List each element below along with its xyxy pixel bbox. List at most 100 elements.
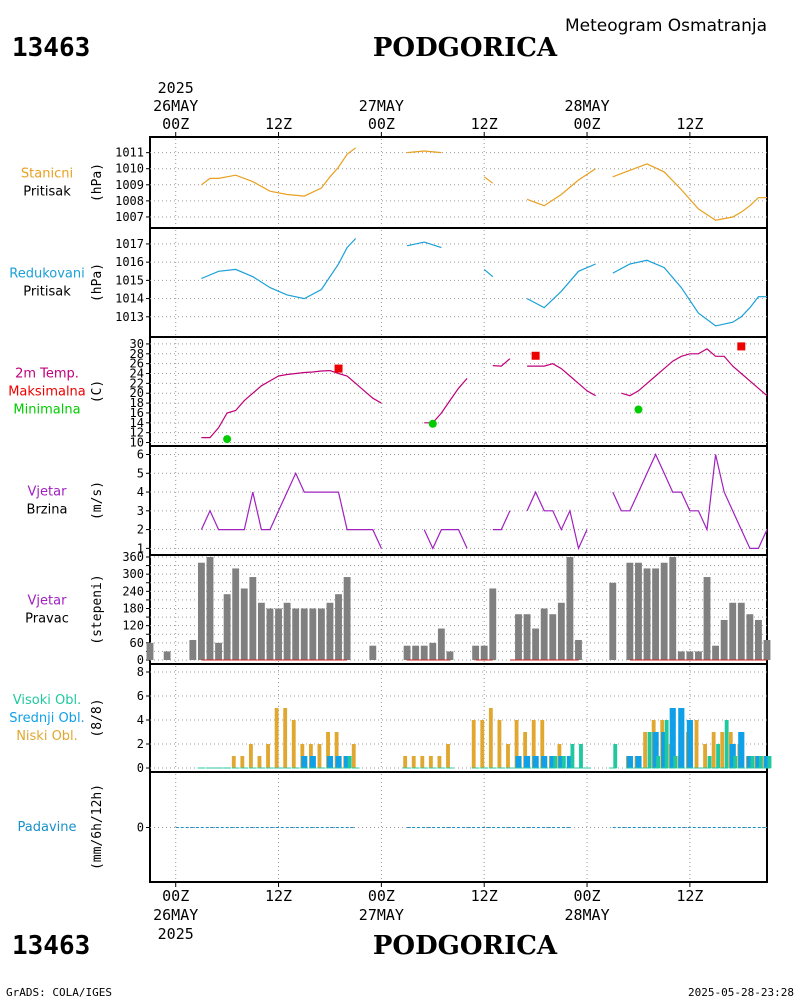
direction-bar (146, 642, 154, 660)
cloud-bar-niski (240, 756, 245, 768)
y-tick-label: 1014 (115, 292, 144, 306)
series-line (201, 147, 357, 197)
axis-unit-label: (hPa) (90, 263, 105, 302)
direction-bar (532, 628, 540, 660)
y-tick-label: 300 (122, 567, 144, 581)
bottom-time-label: 00Z (368, 887, 395, 905)
cloud-bar-visoki (347, 756, 352, 768)
direction-bar (712, 645, 720, 660)
cloud-bar-niski (514, 720, 519, 768)
cloud-bar-srednji (309, 756, 316, 768)
direction-bar (343, 577, 351, 660)
panel-title-line: Pritisak (23, 285, 71, 300)
direction-bar (515, 614, 522, 660)
panel-title-line: Vjetar (28, 485, 68, 500)
direction-bar (669, 557, 677, 660)
panel-title-line: Brzina (27, 503, 68, 518)
direction-bar (283, 602, 291, 660)
cloud-bar-niski (231, 756, 236, 768)
panel-title-line: Vjetar (28, 594, 68, 609)
panel-title-line: Pritisak (23, 185, 71, 200)
cloud-bar-niski (274, 708, 279, 768)
top-time-label: 00Z (573, 115, 600, 133)
cloud-bar-srednji (532, 756, 539, 768)
axis-unit-label: (m/s) (90, 481, 105, 520)
axis-unit-label: (hPa) (90, 163, 105, 202)
panel-precipitation: 0 (mm/6h/12h) Padavine (18, 774, 767, 880)
direction-bar (729, 602, 737, 660)
bottom-time-label: 12Z (471, 887, 498, 905)
y-tick-label: 10 (130, 436, 144, 450)
y-tick-label: 1009 (115, 178, 144, 192)
series-line (483, 176, 494, 184)
direction-bar (437, 628, 445, 660)
y-tick-label: 1010 (115, 162, 144, 176)
top-time-label: 12Z (265, 115, 292, 133)
y-tick-label: 30 (130, 337, 144, 351)
cloud-bar-srednji (515, 756, 522, 768)
cloud-bar-visoki (561, 756, 566, 768)
direction-bar (746, 614, 754, 660)
tmin-marker (428, 419, 437, 428)
bottom-year-label: 2025 (158, 925, 194, 943)
y-tick-label: 16 (130, 406, 144, 420)
bottom-date-label: 28MAY (564, 906, 609, 924)
direction-bar (643, 568, 651, 660)
direction-bar (609, 582, 617, 660)
direction-bar (677, 651, 685, 660)
panel-title-line: Padavine (18, 820, 77, 835)
cloud-bar-niski (351, 744, 356, 768)
series-line (526, 490, 588, 551)
direction-bar (223, 594, 231, 660)
top-time-label: 12Z (676, 115, 703, 133)
direction-bar (163, 651, 171, 660)
y-tick-label: 18 (130, 396, 144, 410)
y-tick-label: 8 (137, 665, 144, 679)
cloud-bar-niski (420, 756, 425, 768)
series-line (612, 259, 767, 327)
axis-unit-label: (mm/6h/12h) (90, 784, 105, 870)
cloud-bar-niski (703, 744, 708, 768)
top-date-label: 26MAY (153, 97, 198, 115)
direction-bar (695, 651, 702, 660)
y-tick-label: 24 (130, 367, 144, 381)
series-line (621, 348, 768, 397)
direction-bar (189, 639, 197, 660)
panel-title-line: Srednji Obl. (9, 711, 84, 726)
tmax-marker (531, 351, 540, 360)
top-date-label: 27MAY (359, 97, 404, 115)
cloud-bar-visoki (570, 744, 575, 768)
direction-bar (720, 619, 728, 660)
y-tick-label: 28 (130, 347, 144, 361)
direction-bar (412, 645, 420, 660)
panel-station-pressure: 1007 1008 1009 1010 1011 (hPa) Stanicni Pritisa… (21, 139, 767, 226)
cloud-bar-niski (326, 732, 330, 768)
direction-bar (737, 602, 745, 660)
cloud-bar-niski (403, 756, 408, 768)
tmin-marker (634, 405, 643, 414)
cloud-bar-niski (643, 732, 648, 768)
direction-bar (472, 645, 480, 660)
y-tick-label: 1017 (115, 237, 144, 251)
cloud-bar-visoki (733, 756, 738, 768)
series-line (423, 528, 468, 550)
top-date-label: 28MAY (564, 97, 609, 115)
direction-bar (403, 645, 411, 660)
y-tick-label: 4 (137, 485, 144, 499)
cloud-bar-visoki (750, 756, 755, 768)
panel-wind-speed: 1 2 3 4 5 6 (m/s) Vjetar Brzina (27, 448, 768, 555)
cloud-bar-niski (531, 720, 536, 768)
station-id: 13463 (12, 33, 90, 63)
cloud-bar-srednji (729, 744, 736, 768)
cloud-bar-srednji (301, 756, 308, 768)
y-tick-label: 0 (137, 653, 144, 667)
cloud-bar-visoki (613, 744, 618, 768)
axis-unit-label: (8/8) (90, 698, 105, 737)
series-line (526, 263, 596, 309)
direction-bar (215, 642, 222, 660)
series-line (492, 358, 511, 367)
y-tick-label: 6 (137, 689, 144, 703)
direction-bar (309, 608, 317, 660)
y-tick-label: 1008 (115, 194, 144, 208)
